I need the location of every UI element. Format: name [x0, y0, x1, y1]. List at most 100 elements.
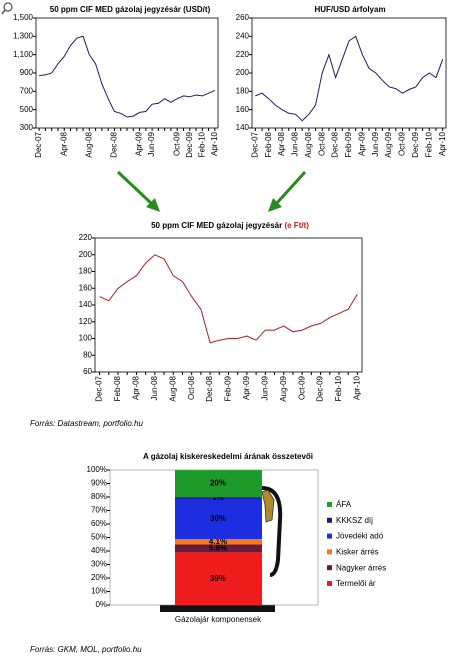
line-series	[255, 35, 444, 122]
x-tick-label: Dec-07	[34, 131, 43, 157]
x-tick-label: Feb-09	[344, 131, 353, 157]
legend-swatch	[327, 533, 332, 539]
x-tick-label: Oct-09	[172, 131, 181, 156]
x-tick-label: Oct-08	[187, 375, 196, 400]
y-tick-label: 180	[79, 267, 93, 276]
legend-swatch	[327, 517, 332, 523]
x-tick-label: Apr-09	[135, 131, 144, 156]
x-tick-label: Dec-07	[95, 375, 104, 401]
data-label: 4.1%	[209, 537, 227, 546]
x-tick-label: Dec-09	[185, 131, 194, 157]
plot-frame	[35, 17, 219, 129]
bar-segment	[175, 544, 262, 553]
chart-title: A gázolaj kiskereskedelmi árának összete…	[143, 452, 313, 461]
x-tick-label: Jun-08	[150, 375, 159, 400]
x-tick-label: Apr-08	[59, 131, 68, 156]
y-tick-label: 900	[20, 68, 34, 77]
x-tick-label: Feb-10	[197, 131, 206, 157]
y-tick-label: 60%	[91, 519, 107, 528]
y-tick-label: 140	[236, 123, 250, 132]
pump-base	[160, 605, 275, 612]
chart-title: HUF/USD árfolyam	[314, 5, 385, 14]
bar-segment	[175, 538, 262, 545]
x-tick-label: Jun-09	[371, 131, 380, 156]
x-tick-label: Oct-09	[297, 375, 306, 400]
data-label: 20%	[210, 479, 226, 488]
legend-label: Nagyker árrés	[336, 563, 386, 572]
x-tick-label: Feb-10	[424, 131, 433, 157]
bar-segment	[175, 498, 262, 539]
y-tick-label: 20%	[91, 573, 107, 582]
legend-label: Termelői ár	[336, 579, 376, 588]
x-tick-label: Dec-07	[250, 131, 259, 157]
x-tick-label: Oct-08	[317, 131, 326, 156]
x-tick-label: Oct-09	[398, 131, 407, 156]
y-tick-label: 100	[79, 334, 93, 343]
x-tick-label: Gázolajár komponensek	[175, 615, 262, 624]
legend-swatch	[327, 502, 332, 507]
y-tick-label: 180	[236, 86, 250, 95]
y-tick-label: 80	[83, 350, 92, 359]
y-tick-label: 140	[79, 300, 93, 309]
y-tick-label: 500	[20, 105, 34, 114]
x-tick-label: Aug-08	[168, 375, 177, 401]
x-tick-label: Apr-09	[242, 375, 251, 400]
y-tick-label: 40%	[91, 546, 107, 555]
y-tick-label: 80%	[91, 492, 107, 501]
data-label: 5.8%	[209, 544, 227, 553]
plot-frame	[251, 17, 447, 129]
y-tick-label: 240	[236, 31, 250, 40]
y-tick-label: 90%	[91, 479, 107, 488]
x-tick-label: Aug-09	[384, 131, 393, 157]
y-tick-label: 300	[20, 123, 34, 132]
x-tick-label: Dec-08	[205, 375, 214, 401]
legend-label: Jövedéki adó	[336, 532, 384, 541]
chart-title: 50 ppm CIF MED gázolaj jegyzésár (e Ft/t…	[151, 221, 309, 230]
y-tick-label: 1,300	[13, 31, 34, 40]
y-tick-label: 220	[79, 233, 93, 242]
y-tick-label: 160	[79, 283, 93, 292]
x-tick-label: Apr-08	[277, 131, 286, 156]
plot-frame	[94, 237, 363, 373]
chart-title: 50 ppm CIF MED gázolaj jegyzésár (USD/t)	[50, 5, 211, 14]
x-tick-label: Jun-09	[147, 131, 156, 156]
line-series	[39, 35, 216, 118]
x-tick-label: Jun-08	[291, 131, 300, 156]
y-tick-label: 260	[236, 13, 250, 22]
legend-label: KKKSZ díj	[336, 516, 373, 525]
y-tick-label: 10%	[91, 587, 107, 596]
y-tick-label: 30%	[91, 560, 107, 569]
legend-swatch	[327, 581, 332, 586]
x-tick-label: Aug-08	[84, 131, 93, 157]
x-tick-label: Feb-10	[334, 375, 343, 401]
x-tick-label: Dec-09	[411, 131, 420, 157]
y-tick-label: 50%	[91, 533, 107, 542]
x-tick-label: Feb-08	[113, 375, 122, 401]
x-tick-label: Aug-09	[279, 375, 288, 401]
y-tick-label: 1,100	[13, 50, 34, 59]
y-tick-label: 1,500	[13, 13, 34, 22]
y-tick-label: 60	[83, 367, 92, 376]
title-text: 50 ppm CIF MED gázolaj jegyzésár	[151, 221, 282, 230]
x-tick-label: Apr-09	[357, 131, 366, 156]
x-tick-label: Aug-08	[304, 131, 313, 157]
data-label: 1%	[212, 493, 224, 502]
x-tick-label: Apr-10	[438, 131, 447, 156]
x-tick-label: Jun-09	[260, 375, 269, 400]
pump-hose	[261, 486, 283, 577]
legend-label: ÁFA	[336, 500, 352, 509]
y-tick-label: 160	[236, 105, 250, 114]
data-label: 39%	[210, 574, 226, 583]
x-tick-label: Apr-08	[132, 375, 141, 400]
bar-segment	[175, 552, 262, 605]
x-tick-label: Dec-09	[316, 375, 325, 401]
y-tick-label: 200	[236, 68, 250, 77]
y-tick-label: 220	[236, 50, 250, 59]
x-tick-label: Dec-08	[110, 131, 119, 157]
y-tick-label: 700	[20, 86, 34, 95]
arrows	[116, 170, 307, 212]
y-tick-label: 200	[79, 250, 93, 259]
x-tick-label: Apr-10	[353, 375, 362, 400]
x-tick-label: Dec-08	[331, 131, 340, 157]
